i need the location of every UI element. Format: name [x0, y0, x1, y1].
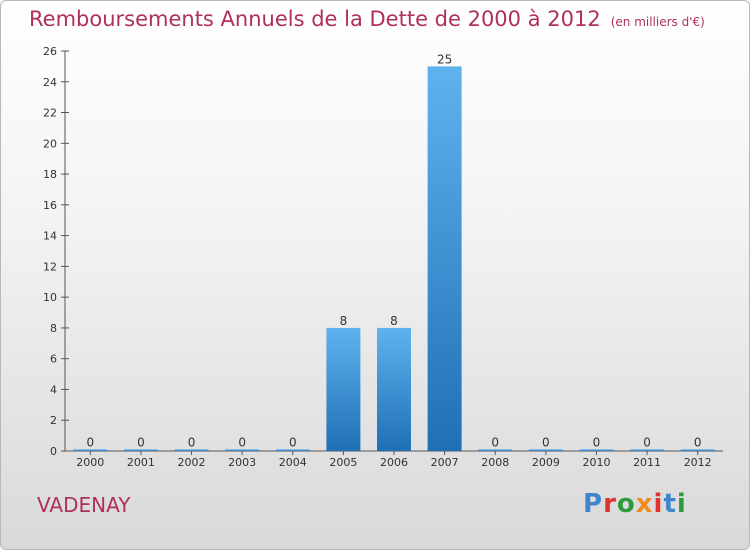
bar — [528, 449, 563, 451]
value-label: 0 — [643, 436, 651, 450]
logo-letter: t — [663, 489, 677, 519]
logo-letter: i — [676, 489, 687, 519]
value-label: 8 — [340, 314, 348, 328]
y-tick-label: 4 — [50, 383, 57, 396]
y-tick-label: 24 — [43, 76, 57, 89]
y-tick-label: 22 — [43, 107, 57, 120]
logo-letter: r — [603, 489, 617, 519]
y-tick-label: 6 — [50, 353, 57, 366]
y-tick-label: 16 — [43, 199, 57, 212]
proxiti-logo[interactable]: Proxiti — [583, 489, 687, 519]
value-label: 0 — [86, 436, 94, 450]
value-label: 0 — [289, 436, 297, 450]
value-label: 0 — [542, 436, 550, 450]
chart-title: Remboursements Annuels de la Dette de 20… — [29, 7, 705, 31]
y-tick-label: 10 — [43, 291, 57, 304]
bar — [680, 449, 715, 451]
x-tick-label: 2011 — [633, 456, 661, 469]
y-tick-label: 14 — [43, 230, 57, 243]
value-label: 25 — [437, 52, 452, 66]
bar — [630, 449, 665, 451]
bar — [123, 449, 158, 451]
bar — [73, 449, 108, 451]
bar — [579, 449, 614, 451]
x-tick-label: 2004 — [279, 456, 307, 469]
y-tick-label: 20 — [43, 137, 57, 150]
value-label: 0 — [491, 436, 499, 450]
bar — [174, 449, 209, 451]
bar — [377, 327, 411, 451]
y-tick-label: 2 — [50, 414, 57, 427]
logo-letter: i — [653, 489, 664, 519]
value-label: 0 — [188, 436, 196, 450]
value-label: 0 — [238, 436, 246, 450]
y-tick-label: 0 — [50, 445, 57, 458]
x-tick-label: 2005 — [329, 456, 357, 469]
value-label: 0 — [593, 436, 601, 450]
x-tick-label: 2010 — [582, 456, 610, 469]
x-tick-label: 2006 — [380, 456, 408, 469]
commune-name: VADENAY — [37, 493, 131, 517]
logo-letter: x — [635, 489, 654, 519]
x-tick-label: 2001 — [127, 456, 155, 469]
x-tick-label: 2009 — [532, 456, 560, 469]
logo-letter: o — [616, 489, 636, 519]
value-label: 0 — [694, 436, 702, 450]
bar — [427, 66, 462, 451]
bar — [225, 449, 260, 451]
bar — [275, 449, 310, 451]
x-tick-label: 2002 — [178, 456, 206, 469]
y-tick-label: 26 — [43, 45, 57, 58]
title-text: Remboursements Annuels de la Dette de 20… — [29, 7, 601, 31]
value-label: 8 — [390, 314, 398, 328]
x-tick-label: 2008 — [481, 456, 509, 469]
x-tick-label: 2003 — [228, 456, 256, 469]
y-tick-label: 12 — [43, 260, 57, 273]
x-tick-label: 2007 — [431, 456, 459, 469]
y-tick-label: 8 — [50, 322, 57, 335]
bar — [326, 327, 361, 451]
x-tick-label: 2000 — [76, 456, 104, 469]
logo-letter: P — [583, 489, 604, 519]
bar — [478, 449, 513, 451]
value-label: 0 — [137, 436, 145, 450]
y-tick-label: 18 — [43, 168, 57, 181]
unit-label: (en milliers d'€) — [610, 15, 705, 29]
x-tick-label: 2012 — [684, 456, 712, 469]
